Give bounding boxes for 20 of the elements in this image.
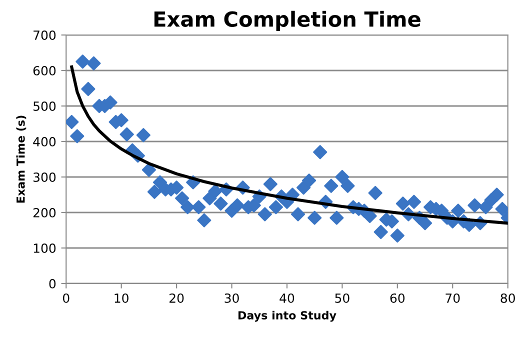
x-tick-label: 10 [114, 293, 128, 303]
y-tick-label: 500 [34, 101, 56, 111]
x-tick-label: 30 [224, 293, 239, 303]
y-tick-label: 0 [49, 278, 56, 288]
x-tick-label: 70 [446, 293, 460, 303]
y-axis-title: Exam Time (s) [16, 116, 26, 203]
y-tick-label: 100 [34, 243, 56, 253]
x-axis-title: Days into Study [238, 310, 336, 322]
y-tick-label: 400 [33, 136, 56, 146]
y-tick-label: 200 [33, 208, 56, 218]
x-tick-label: 20 [170, 293, 184, 303]
y-tick-label: 700 [34, 30, 56, 40]
y-tick-label: 600 [33, 66, 56, 76]
chart-title: Exam Completion Time [154, 10, 420, 31]
x-tick-label: 40 [280, 293, 294, 303]
x-tick-label: 50 [335, 293, 350, 303]
y-tick-label: 300 [33, 172, 56, 182]
x-tick-label: 60 [390, 293, 405, 303]
x-tick-label: 0 [62, 293, 70, 303]
x-tick-label: 80 [500, 293, 515, 303]
